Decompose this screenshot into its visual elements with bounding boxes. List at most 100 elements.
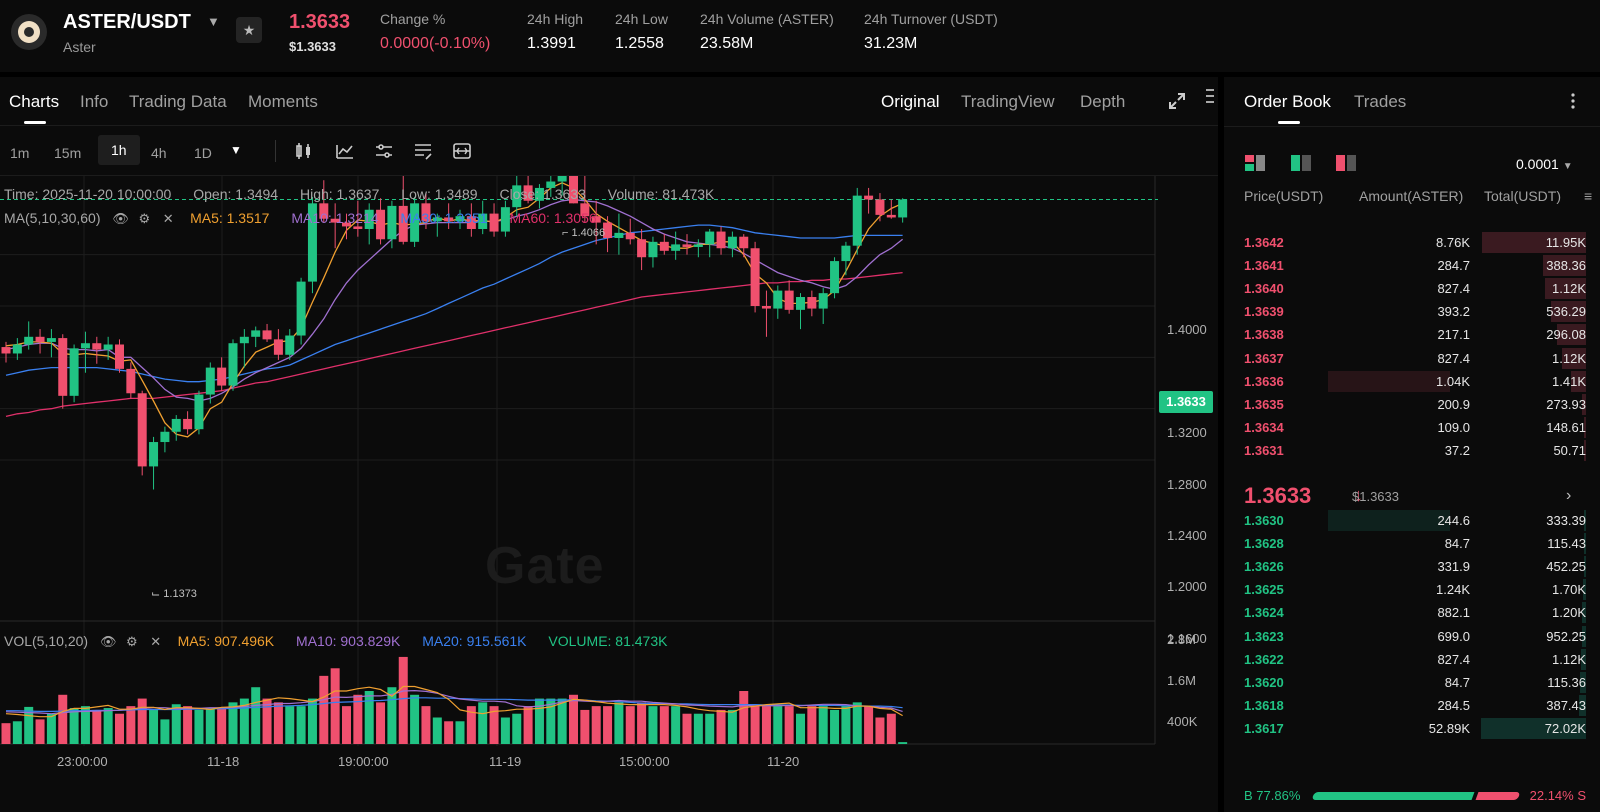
amount-depth-bar — [1328, 370, 1451, 392]
close-icon[interactable]: ✕ — [150, 634, 162, 649]
layout-icon[interactable] — [452, 141, 472, 161]
timeframe-15m[interactable]: 15m — [54, 145, 82, 161]
mid-price: 1.3633 — [1244, 483, 1312, 508]
eye-icon[interactable]: 👁 — [112, 211, 129, 226]
bid-row[interactable]: 1.3626 331.9 452.25 — [1224, 555, 1600, 578]
chevron-right-icon[interactable]: › — [1566, 487, 1572, 504]
ask-row[interactable]: 1.3631 37.2 50.71 — [1224, 439, 1600, 462]
indicators-icon[interactable] — [335, 141, 355, 161]
tab-trades[interactable]: Trades — [1354, 92, 1407, 111]
sort-icon[interactable]: ≡ — [1584, 188, 1593, 204]
cell-amount: 827.4 — [1437, 350, 1470, 366]
candle-body — [398, 205, 408, 242]
depth-bar — [1556, 324, 1586, 346]
bid-row[interactable]: 1.3624 882.1 1.20K — [1224, 601, 1600, 624]
stat-value: 23.58M — [700, 35, 754, 52]
expand-icon[interactable] — [1168, 92, 1186, 110]
chart-panel: Charts Info Trading Data Moments Origina… — [0, 77, 1218, 812]
bid-row[interactable]: 1.3618 284.5 387.43 — [1224, 694, 1600, 717]
view-tradingview[interactable]: TradingView — [961, 92, 1055, 111]
ask-row[interactable]: 1.3641 284.7 388.36 — [1224, 254, 1600, 277]
timeframe-1h[interactable]: 1h — [98, 135, 140, 165]
ask-row[interactable]: 1.3634 109.0 148.61 — [1224, 416, 1600, 439]
cell-total: 72.02K — [1544, 720, 1586, 736]
cell-amount: 284.7 — [1437, 258, 1470, 274]
volume-bar — [557, 698, 567, 744]
bid-row[interactable]: 1.3622 827.4 1.12K — [1224, 648, 1600, 671]
ask-row[interactable]: 1.3642 8.76K 11.95K — [1224, 231, 1600, 254]
precision-select[interactable]: 0.0001 ▼ — [1516, 156, 1573, 172]
timeframe-1d[interactable]: 1D — [194, 145, 212, 161]
depth-bar — [1583, 556, 1586, 578]
cell-price: 1.3635 — [1244, 396, 1284, 412]
stat-label: 24h Volume (ASTER) — [700, 11, 834, 27]
ohlc-high: High: 1.3637 — [299, 186, 380, 202]
volume-bar — [648, 706, 658, 744]
candle-body — [273, 339, 283, 355]
ask-row[interactable]: 1.3638 217.1 296.08 — [1224, 323, 1600, 346]
ohlc-info: Time: 2025-11-20 10:00:00 Open: 1.3494 H… — [4, 186, 732, 202]
bid-row[interactable]: 1.3630 244.6 333.39 — [1224, 509, 1600, 532]
close-icon[interactable]: ✕ — [162, 211, 174, 226]
candle-body — [727, 236, 737, 249]
bid-row[interactable]: 1.3625 1.24K 1.70K — [1224, 578, 1600, 601]
tab-trading-data[interactable]: Trading Data — [129, 92, 227, 111]
candle-type-icon[interactable] — [294, 141, 314, 161]
timeframe-dropdown-icon[interactable]: ▼ — [230, 143, 242, 157]
mid-price-usd: $1.3633 — [1352, 489, 1399, 504]
vol-ma20-line — [6, 697, 903, 712]
tab-moments[interactable]: Moments — [248, 92, 318, 111]
view-original[interactable]: Original — [881, 92, 940, 111]
volume-bar — [761, 706, 771, 744]
panel-menu-icon[interactable] — [1206, 87, 1214, 105]
more-options-icon[interactable] — [1570, 91, 1576, 111]
depth-bar — [1584, 510, 1586, 531]
view-depth[interactable]: Depth — [1080, 92, 1126, 111]
eye-icon[interactable]: 👁 — [99, 634, 117, 649]
ask-row[interactable]: 1.3639 393.2 536.29 — [1224, 300, 1600, 323]
bid-row[interactable]: 1.3623 699.0 952.25 — [1224, 625, 1600, 648]
ask-row[interactable]: 1.3640 827.4 1.12K — [1224, 277, 1600, 300]
settings-sliders-icon[interactable] — [374, 141, 394, 161]
layout-both-icon[interactable] — [1244, 154, 1266, 172]
depth-bar — [1580, 671, 1586, 693]
buy-ratio: B 77.86% — [1244, 788, 1301, 803]
ask-row[interactable]: 1.3637 827.4 1.12K — [1224, 347, 1600, 370]
pair-dropdown-icon[interactable]: ▼ — [207, 14, 220, 29]
ma60-value: MA60: 1.3056 — [509, 210, 597, 226]
timeframe-1m[interactable]: 1m — [10, 145, 30, 161]
tab-charts[interactable]: Charts — [9, 92, 60, 111]
cell-total: 273.93 — [1546, 396, 1586, 412]
tab-info[interactable]: Info — [80, 92, 109, 111]
price-chart[interactable] — [0, 176, 1218, 812]
volume-bar — [342, 706, 351, 744]
vol-legend: VOL(5,10,20) 👁 ⚙ ✕ MA5: 907.496K MA10: 9… — [4, 633, 685, 650]
bid-row[interactable]: 1.3628 84.7 115.43 — [1224, 532, 1600, 555]
drawing-tools-icon[interactable] — [413, 141, 433, 161]
chart-area[interactable]: Gate Time: 2025-11-20 10:00:00 Open: 1.3… — [0, 176, 1218, 812]
ask-row[interactable]: 1.3636 1.04K 1.41K — [1224, 370, 1600, 393]
volume-bar — [103, 708, 113, 744]
candle-body — [24, 336, 34, 345]
bid-row[interactable]: 1.3620 84.7 115.36 — [1224, 671, 1600, 694]
ma-legend: MA(5,10,30,60) 👁 ⚙ ✕ MA5: 1.3517 MA10: 1… — [4, 210, 615, 227]
volume-bar — [796, 713, 805, 744]
volume-bar — [682, 713, 692, 744]
bid-row[interactable]: 1.3617 52.89K 72.02K — [1224, 717, 1600, 740]
gear-icon[interactable]: ⚙ — [126, 634, 138, 649]
favorite-star-icon[interactable]: ★ — [236, 17, 262, 43]
cell-price: 1.3622 — [1244, 651, 1284, 667]
gear-icon[interactable]: ⚙ — [138, 211, 151, 226]
volume-bar — [160, 719, 170, 744]
timeframe-4h[interactable]: 4h — [151, 145, 167, 161]
candle-body — [546, 181, 556, 188]
ask-row[interactable]: 1.3635 200.9 273.93 — [1224, 393, 1600, 416]
layout-asks-icon[interactable] — [1335, 154, 1357, 172]
pair-name[interactable]: ASTER/USDT — [63, 11, 191, 33]
volume-bar — [115, 713, 124, 744]
candle-body — [103, 344, 113, 350]
candle-body — [489, 213, 499, 232]
tab-order-book[interactable]: Order Book — [1244, 92, 1331, 111]
volume-bar — [523, 706, 533, 744]
layout-bids-icon[interactable] — [1290, 154, 1312, 172]
